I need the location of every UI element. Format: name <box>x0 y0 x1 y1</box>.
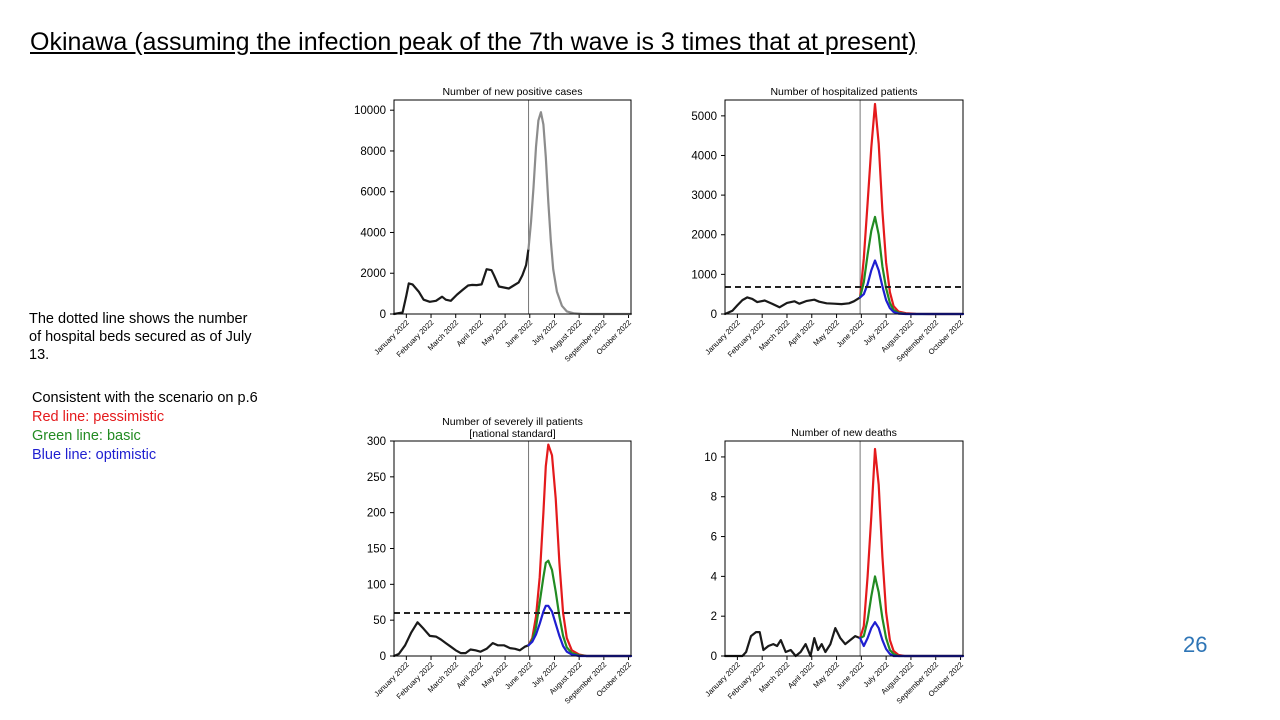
y-tick-label: 8000 <box>360 146 386 158</box>
legend-blue-optimistic: Blue line: optimistic <box>32 447 157 463</box>
series-line-pessimistic <box>858 102 965 316</box>
plot-frame <box>393 440 632 657</box>
x-tick-label: June 2022 <box>835 318 866 349</box>
legend-heading: Consistent with the scenario on p.6 <box>32 390 258 406</box>
y-tick-label: 300 <box>367 436 386 448</box>
chart-title: Number of severely ill patients <box>442 416 583 428</box>
series-line-optimistic <box>527 604 633 658</box>
series-line-optimistic <box>858 621 965 658</box>
series-line-actual <box>392 621 530 658</box>
series-line-pessimistic <box>527 443 633 658</box>
y-tick-label: 6 <box>711 532 717 544</box>
chart-title: [national standard] <box>469 428 555 440</box>
y-tick-label: 0 <box>711 651 717 663</box>
y-tick-label: 8 <box>711 492 717 504</box>
legend-green-basic: Green line: basic <box>32 428 141 444</box>
x-tick-label: April 2022 <box>455 660 485 690</box>
y-tick-label: 4 <box>711 571 718 583</box>
y-tick-label: 10000 <box>354 105 386 117</box>
slide-title: Okinawa (assuming the infection peak of … <box>30 28 917 56</box>
y-tick-label: 2000 <box>360 268 386 280</box>
x-tick-label: April 2022 <box>786 660 816 690</box>
y-tick-label: 3000 <box>691 190 717 202</box>
y-tick-label: 2000 <box>691 230 717 242</box>
y-tick-label: 50 <box>373 615 386 627</box>
series-line-actual <box>392 247 530 316</box>
series-line-actual <box>723 296 862 316</box>
y-tick-label: 10 <box>704 452 717 464</box>
legend-red-pessimistic: Red line: pessimistic <box>32 409 165 425</box>
y-tick-label: 0 <box>711 309 717 321</box>
chart-title: Number of new positive cases <box>442 86 582 98</box>
series-line-basic <box>858 215 965 316</box>
series-line-projection <box>527 111 633 316</box>
dotted-line-note: The dotted line shows the number of hosp… <box>29 311 252 363</box>
y-tick-label: 0 <box>380 309 386 321</box>
chart-title: Number of new deaths <box>791 427 897 439</box>
y-tick-label: 2 <box>711 611 717 623</box>
scenario-legend: Consistent with the scenario on p.6 Red … <box>32 389 258 465</box>
y-tick-label: 250 <box>367 472 386 484</box>
y-tick-label: 4000 <box>691 150 717 162</box>
page-number: 26 <box>1183 632 1208 657</box>
series-line-actual <box>723 626 862 658</box>
plot-frame <box>724 99 964 315</box>
chart-grid: Number of new positive cases020004000600… <box>354 86 965 706</box>
y-tick-label: 5000 <box>691 111 717 123</box>
y-tick-label: 1000 <box>691 269 717 281</box>
plot-frame <box>393 99 632 315</box>
y-tick-label: 150 <box>367 544 386 556</box>
x-tick-label: April 2022 <box>786 318 816 348</box>
plot-frame <box>724 440 964 657</box>
x-tick-label: June 2022 <box>835 660 866 691</box>
series-line-basic <box>858 575 965 658</box>
y-tick-label: 4000 <box>360 227 386 239</box>
y-tick-label: 100 <box>367 579 386 591</box>
y-tick-label: 6000 <box>360 187 386 199</box>
chart-title: Number of hospitalized patients <box>770 86 917 98</box>
y-tick-label: 0 <box>380 651 386 663</box>
x-tick-label: April 2022 <box>455 318 485 348</box>
y-tick-label: 200 <box>367 508 386 520</box>
